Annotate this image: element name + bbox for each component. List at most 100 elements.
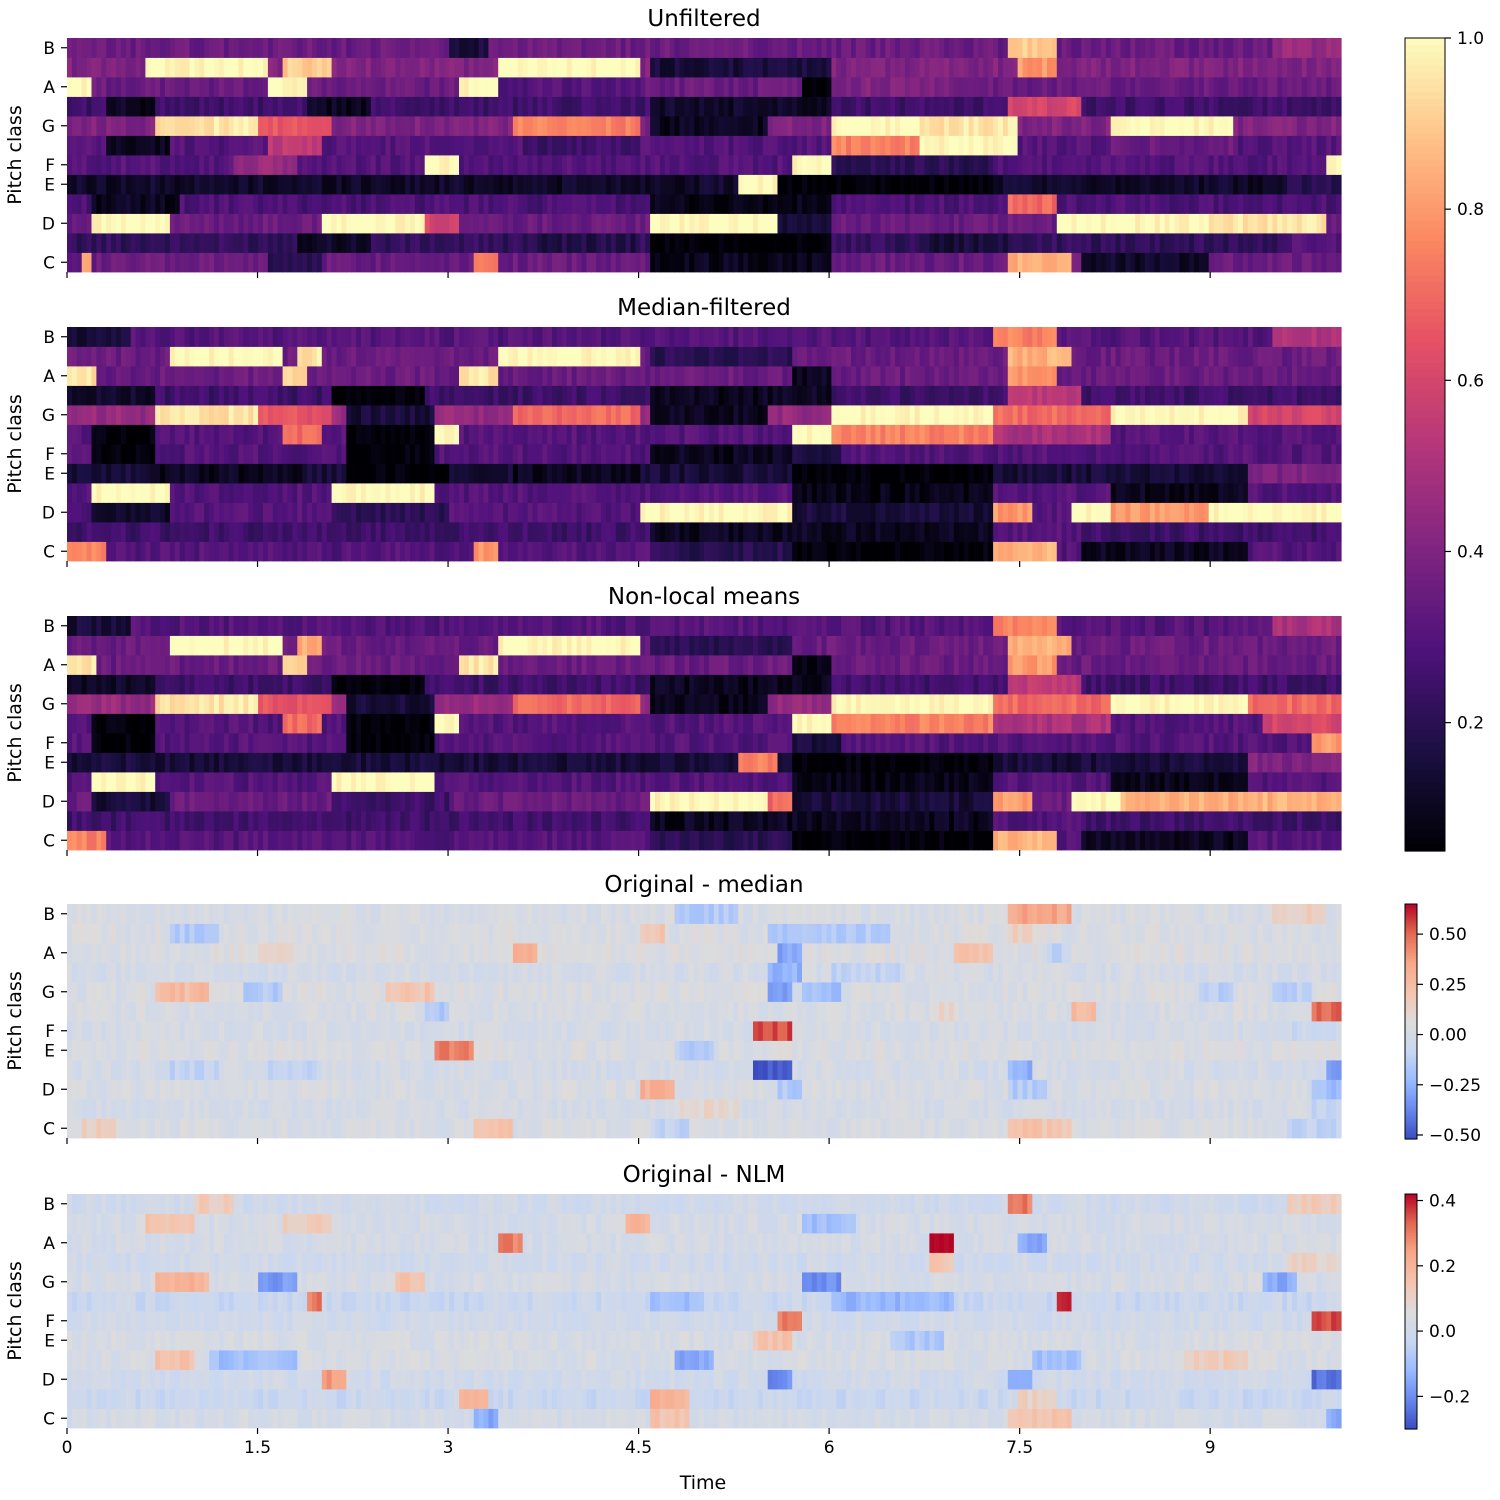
heatmap-cell <box>1051 77 1058 97</box>
heatmap-cell <box>459 77 465 97</box>
heatmap-cell <box>846 116 852 136</box>
heatmap-cell <box>238 252 244 273</box>
heatmap-cell <box>1233 194 1239 214</box>
heatmap-cell <box>713 541 720 562</box>
heatmap-cell <box>253 424 259 445</box>
heatmap-cell <box>370 194 377 214</box>
heatmap-cell <box>91 155 97 175</box>
heatmap-cell <box>973 444 979 464</box>
heatmap-cell <box>297 541 303 562</box>
heatmap-cell <box>949 233 955 253</box>
heatmap-cell <box>71 252 78 273</box>
heatmap-cell <box>581 541 587 562</box>
heatmap-cell <box>802 116 808 136</box>
heatmap-cell <box>816 502 823 523</box>
heatmap-cell <box>1140 252 1146 273</box>
heatmap-cell <box>806 77 813 97</box>
heatmap-cell <box>91 252 97 273</box>
heatmap-cell <box>1336 541 1342 562</box>
heatmap-cell <box>953 174 960 195</box>
heatmap-cell <box>963 213 970 234</box>
heatmap-cell <box>777 194 783 214</box>
heatmap-cell <box>71 541 78 562</box>
heatmap-cell <box>1179 424 1185 445</box>
heatmap-cell <box>111 483 117 503</box>
heatmap-cell <box>1306 194 1313 214</box>
heatmap-cell <box>414 463 421 484</box>
heatmap-cell <box>312 444 318 464</box>
heatmap-cell <box>140 233 146 253</box>
heatmap-cell <box>635 57 641 78</box>
heatmap-cell <box>841 155 847 175</box>
heatmap-cell <box>101 463 107 484</box>
heatmap-cell <box>263 174 269 195</box>
heatmap-cell <box>723 483 730 503</box>
heatmap-cell <box>429 463 436 484</box>
heatmap-cell <box>135 502 142 523</box>
heatmap-cell <box>267 463 274 484</box>
heatmap-cell <box>748 57 754 78</box>
heatmap-cell <box>512 522 519 542</box>
heatmap-cell <box>419 96 426 117</box>
heatmap-cell <box>1149 444 1156 464</box>
heatmap-cell <box>169 483 176 503</box>
heatmap-cell <box>664 233 671 253</box>
heatmap-cell <box>606 135 612 156</box>
heatmap-cell <box>919 541 926 562</box>
heatmap-cell <box>978 541 984 562</box>
heatmap-cell <box>542 77 548 97</box>
heatmap-cell <box>218 213 225 234</box>
heatmap-cell <box>1272 541 1278 562</box>
heatmap-cell <box>1252 155 1259 175</box>
heatmap-cell <box>846 135 852 156</box>
heatmap-cell <box>125 77 132 97</box>
heatmap-cell <box>498 463 504 484</box>
heatmap-cell <box>385 38 391 58</box>
heatmap-cell <box>71 194 78 214</box>
heatmap-cell <box>400 38 406 58</box>
heatmap-cell <box>1002 116 1009 136</box>
heatmap-cell <box>890 522 896 542</box>
heatmap-cell <box>263 541 269 562</box>
heatmap-cell <box>968 155 975 175</box>
heatmap-cell <box>459 522 465 542</box>
heatmap-cell <box>96 213 102 234</box>
heatmap-cell <box>267 522 274 542</box>
heatmap-cell <box>875 502 881 523</box>
heatmap-cell <box>581 38 587 58</box>
heatmap-cell <box>900 38 906 58</box>
heatmap-cell <box>204 252 210 273</box>
heatmap-cell <box>189 502 195 523</box>
heatmap-cell <box>851 463 857 484</box>
heatmap-cell <box>1100 502 1107 523</box>
heatmap-cell <box>929 541 935 562</box>
heatmap-cell <box>1179 57 1185 78</box>
heatmap-cell <box>106 483 112 503</box>
heatmap-cell <box>792 213 798 234</box>
heatmap-cell <box>571 252 578 273</box>
heatmap-cell <box>493 135 499 156</box>
heatmap-cell <box>968 38 975 58</box>
heatmap-cell <box>1267 463 1273 484</box>
heatmap-cell <box>67 38 73 58</box>
heatmap-cell <box>1331 424 1337 445</box>
heatmap-cell <box>522 174 529 195</box>
heatmap-cell <box>806 444 813 464</box>
heatmap-cell <box>1228 38 1234 58</box>
heatmap-cell <box>537 522 543 542</box>
heatmap-cell <box>586 155 592 175</box>
heatmap-cell <box>361 155 367 175</box>
heatmap-cell <box>483 174 489 195</box>
heatmap-cell <box>424 424 431 445</box>
heatmap-cell <box>145 116 151 136</box>
heatmap-cell <box>743 96 749 117</box>
heatmap-cell <box>223 252 230 273</box>
heatmap-cell <box>1282 541 1288 562</box>
heatmap-cell <box>998 77 1004 97</box>
heatmap-cell <box>321 57 328 78</box>
heatmap-cell <box>895 444 901 464</box>
heatmap-cell <box>1022 233 1028 253</box>
heatmap-cell <box>988 424 994 445</box>
heatmap-cell <box>713 174 720 195</box>
heatmap-cell <box>326 483 333 503</box>
